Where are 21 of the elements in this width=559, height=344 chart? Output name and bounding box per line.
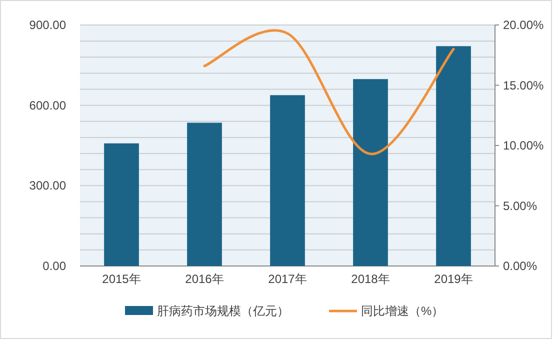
y-tick-label: 600.00 — [29, 98, 66, 112]
y-tick-label: 900.00 — [29, 18, 66, 32]
x-tick-label: 2019年 — [434, 272, 473, 286]
bar — [187, 122, 222, 266]
y-tick-label: 0.00 — [42, 259, 66, 273]
y2-tick-label: 5.00% — [503, 198, 538, 213]
y2-tick-label: 10.00% — [503, 138, 544, 152]
legend-label: 同比增速（%） — [361, 304, 444, 318]
x-tick-label: 2015年 — [102, 272, 141, 286]
bar — [270, 95, 305, 266]
legend-label: 肝病药市场规模（亿元） — [157, 304, 289, 318]
x-tick-label: 2017年 — [268, 272, 307, 286]
bar — [353, 79, 388, 266]
y-tick-label: 300.00 — [29, 178, 66, 193]
bar — [436, 46, 471, 266]
y2-tick-label: 20.00% — [503, 18, 544, 32]
bar — [104, 143, 139, 266]
x-tick-label: 2016年 — [185, 272, 224, 286]
y2-tick-label: 15.00% — [503, 78, 544, 92]
y2-tick-label: 0.00% — [503, 259, 538, 273]
x-tick-label: 2018年 — [351, 272, 390, 286]
